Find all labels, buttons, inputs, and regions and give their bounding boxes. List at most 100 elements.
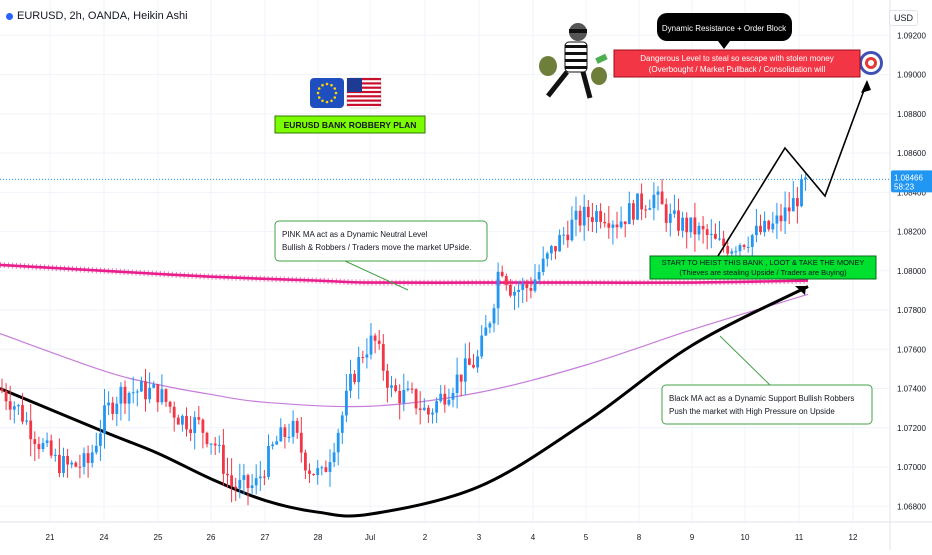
candle-body — [189, 429, 192, 434]
candle-body — [217, 444, 221, 446]
candle-body — [418, 408, 422, 411]
candle-body — [123, 386, 127, 404]
title-box — [274, 115, 426, 134]
eu-flag-star — [321, 99, 324, 103]
robber-mask — [569, 29, 587, 33]
candle-body — [804, 177, 807, 180]
resistance-label: Dynamic Resistance + Order Block — [662, 24, 787, 33]
candle-body — [172, 406, 176, 418]
y-tick-label: 1.07600 — [897, 345, 926, 354]
heist-box — [649, 255, 877, 280]
candle-body — [144, 381, 147, 400]
candle-body — [320, 467, 324, 469]
candle-body — [201, 419, 205, 433]
candle-body — [533, 279, 537, 291]
candle-body — [468, 358, 471, 365]
candle-body — [349, 373, 352, 391]
candle-body — [513, 291, 516, 296]
candle-body — [205, 432, 209, 445]
candle-body — [135, 391, 139, 393]
candle-body — [222, 444, 225, 474]
x-axis: 21 24 25 26 27 28 Jul 2 3 4 5 8 9 10 11 12 — [46, 533, 858, 542]
candle-body — [787, 207, 791, 212]
candle-body — [406, 388, 410, 390]
candle-body — [25, 420, 28, 422]
candle-body — [160, 389, 164, 403]
candle-body — [529, 288, 533, 291]
candle-body — [152, 384, 156, 388]
y-tick-label: 1.07000 — [897, 463, 926, 472]
candle-body — [451, 392, 455, 400]
candle-body — [427, 407, 430, 415]
candle-body — [435, 401, 438, 413]
candle-body — [488, 323, 492, 328]
eu-flag-star — [317, 87, 321, 90]
candle-body — [94, 445, 98, 453]
heist-line-1: START TO HEIST THIS BANK , LOOT & TAKE T… — [662, 258, 865, 267]
heist-line-2: (Thieves are stealing Upside / Traders a… — [679, 268, 847, 277]
candle-body — [156, 384, 160, 403]
y-tick-label: 1.08600 — [897, 149, 926, 158]
candle-body — [386, 370, 389, 388]
candle-body — [312, 473, 315, 475]
candle-body — [29, 420, 33, 440]
eu-flag-icon — [310, 78, 344, 108]
danger-line-1: Dangerous Level to steal so escape with … — [640, 54, 833, 63]
candle-body — [0, 388, 4, 391]
candle-body — [70, 462, 74, 465]
candle-body — [246, 475, 250, 489]
candle-body — [640, 193, 643, 210]
candle-body — [775, 215, 779, 224]
candle-body — [213, 443, 217, 446]
candle-body — [443, 393, 447, 405]
pink-note-line-1: PINK MA act as a Dynamic Neutral Level — [282, 230, 428, 239]
candle-body — [697, 225, 701, 235]
candle-body — [226, 473, 229, 476]
candle-body — [726, 246, 730, 254]
candle-body — [644, 209, 648, 211]
candle-body — [439, 393, 443, 402]
purple-ma-line — [0, 293, 809, 408]
candle-body — [17, 405, 20, 407]
y-tick-label: 1.08200 — [897, 228, 926, 237]
candle-body — [689, 217, 693, 233]
black-note-box — [661, 384, 873, 425]
y-tick-label: 1.06800 — [897, 502, 926, 511]
candle-body — [37, 444, 41, 450]
candle-body — [332, 452, 336, 463]
candle-body — [558, 235, 561, 252]
candle-body — [267, 445, 270, 477]
currency-button[interactable]: USD — [888, 10, 918, 26]
candle-body — [127, 392, 131, 404]
candle-body — [599, 211, 602, 222]
x-tick-label: 10 — [741, 533, 750, 542]
pink-ma-ticks — [0, 261, 809, 286]
candle-body — [250, 485, 254, 489]
candle-body — [365, 354, 369, 358]
candle-body — [90, 452, 94, 463]
candle-body — [591, 217, 594, 222]
candle-body — [99, 433, 102, 446]
candle-body — [537, 271, 541, 280]
candle-body — [299, 432, 303, 453]
robber-leg-left — [546, 70, 569, 98]
candle-body — [668, 213, 672, 223]
eu-flag-star — [317, 96, 321, 99]
candle-body — [619, 221, 623, 228]
y-tick-label: 1.07200 — [897, 424, 926, 433]
candle-body — [185, 415, 188, 430]
projection-arrow-head — [861, 80, 871, 93]
y-tick-label: 1.09000 — [897, 71, 926, 80]
candle-body — [140, 381, 143, 392]
us-flag-stripe — [347, 99, 381, 102]
symbol-header[interactable]: EURUSD, 2h, OANDA, Heikin Ashi — [6, 10, 188, 22]
candle-body — [742, 245, 746, 247]
x-tick-label: 2 — [423, 533, 428, 542]
candle-body — [595, 211, 598, 222]
candle-body — [693, 217, 697, 235]
y-tick-label: 1.08800 — [897, 110, 926, 119]
us-flag-stripe — [347, 86, 381, 89]
grid — [0, 0, 890, 522]
candle-body — [480, 335, 484, 357]
candle-body — [746, 246, 750, 248]
